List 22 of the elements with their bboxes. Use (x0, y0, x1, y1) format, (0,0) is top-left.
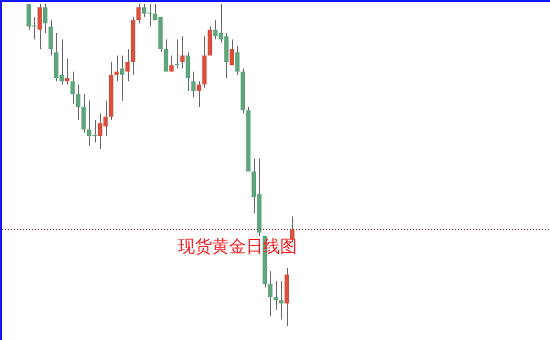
candlestick (76, 84, 80, 120)
candlestick (38, 4, 42, 50)
candlestick (81, 94, 86, 134)
candlestick (180, 36, 185, 69)
candlestick (274, 280, 278, 310)
candlestick (120, 55, 124, 102)
candlestick (268, 270, 272, 317)
candlestick (230, 38, 234, 66)
candlestick (125, 48, 130, 82)
candlestick (164, 38, 168, 72)
candlestick (64, 58, 70, 85)
candlestick (235, 45, 240, 76)
candlestick (186, 52, 190, 92)
candlestick (279, 280, 284, 320)
candlestick (191, 71, 196, 98)
candlestick (169, 55, 174, 72)
candlestick (114, 55, 119, 82)
candlestick (48, 20, 53, 56)
candlestick (136, 4, 141, 24)
candlestick (70, 71, 75, 104)
candlestick (196, 80, 202, 108)
candlestick (43, 4, 48, 34)
